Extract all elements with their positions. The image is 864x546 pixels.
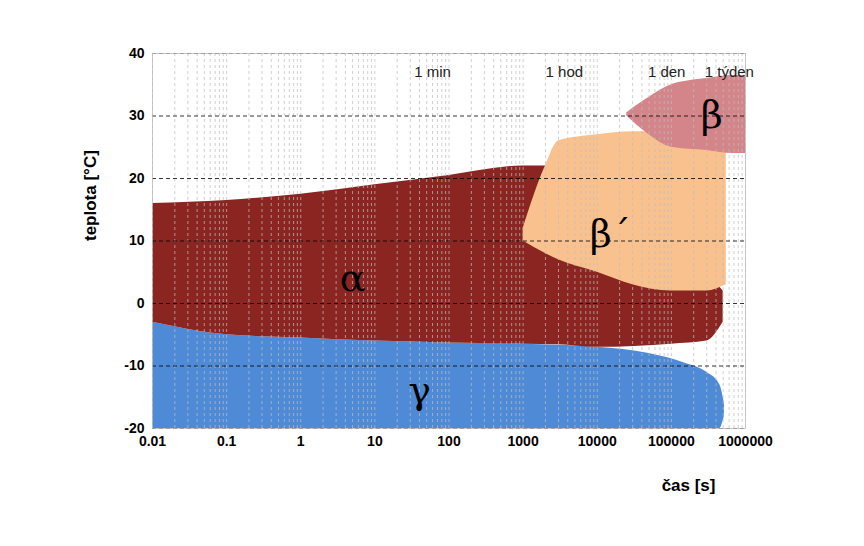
svg-text:1000000: 1000000 — [718, 433, 773, 449]
svg-text:1 min: 1 min — [414, 63, 451, 80]
svg-text:1: 1 — [297, 433, 305, 449]
svg-text:0.01: 0.01 — [139, 433, 166, 449]
svg-text:40: 40 — [129, 45, 145, 61]
svg-text:10: 10 — [367, 433, 383, 449]
svg-text:čas [s]: čas [s] — [662, 476, 716, 495]
svg-text:-20: -20 — [124, 420, 145, 436]
svg-text:30: 30 — [129, 107, 145, 123]
svg-text:100: 100 — [437, 433, 461, 449]
svg-text:β´: β´ — [590, 212, 631, 256]
svg-text:20: 20 — [129, 170, 145, 186]
svg-text:100000: 100000 — [648, 433, 695, 449]
svg-text:1 týden: 1 týden — [705, 63, 754, 80]
svg-text:γ: γ — [408, 368, 431, 412]
svg-text:0: 0 — [137, 295, 145, 311]
svg-text:α: α — [340, 256, 366, 300]
svg-text:10: 10 — [129, 232, 145, 248]
svg-text:0.1: 0.1 — [217, 433, 237, 449]
svg-text:1 den: 1 den — [648, 63, 686, 80]
svg-text:1000: 1000 — [508, 433, 539, 449]
svg-text:-10: -10 — [124, 357, 144, 373]
svg-text:teplota [°C]: teplota [°C] — [81, 150, 100, 241]
svg-text:10000: 10000 — [578, 433, 617, 449]
svg-text:β: β — [701, 93, 723, 137]
svg-text:1 hod: 1 hod — [546, 63, 584, 80]
